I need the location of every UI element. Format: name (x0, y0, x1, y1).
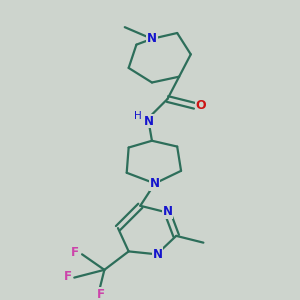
Text: H: H (134, 110, 142, 121)
Text: O: O (195, 99, 206, 112)
Text: F: F (64, 270, 71, 283)
Text: N: N (163, 205, 172, 218)
Text: N: N (144, 115, 154, 128)
Text: F: F (97, 288, 104, 300)
Text: F: F (71, 246, 79, 259)
Text: N: N (153, 248, 163, 261)
Text: N: N (150, 177, 160, 190)
Text: N: N (147, 32, 157, 45)
